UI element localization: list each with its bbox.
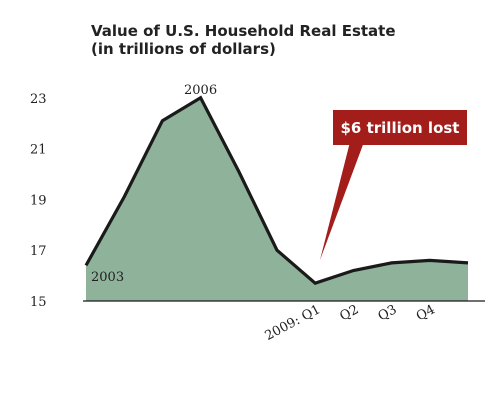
x-tick-2009-q1: 2009: Q1	[263, 302, 323, 344]
callout-text: $6 trillion lost	[341, 119, 460, 137]
x-tick-q4: Q4	[414, 302, 438, 324]
area-layer	[83, 95, 485, 302]
annotation-2006: 2006	[184, 83, 217, 98]
y-tick-21: 21	[30, 143, 47, 158]
area-fill	[86, 97, 468, 301]
y-tick-19: 19	[30, 193, 47, 208]
y-tick-15: 15	[30, 295, 47, 310]
callout-pointer	[320, 142, 364, 260]
annotation-2003: 2003	[91, 270, 124, 285]
y-tick-23: 23	[30, 92, 47, 107]
annotations: 2003 2006	[91, 83, 217, 285]
x-tick-q3: Q3	[376, 302, 400, 324]
x-tick-q2: Q2	[338, 302, 362, 324]
chart-title: Value of U.S. Household Real Estate	[91, 22, 396, 40]
y-tick-17: 17	[30, 244, 47, 259]
x-axis-ticks: 2009: Q1 Q2 Q3 Q4	[263, 302, 438, 344]
chart-subtitle: (in trillions of dollars)	[91, 40, 276, 58]
callout: $6 trillion lost	[320, 110, 467, 260]
callout-box	[333, 110, 467, 145]
y-axis-ticks: 15 17 19 21 23	[30, 92, 47, 310]
